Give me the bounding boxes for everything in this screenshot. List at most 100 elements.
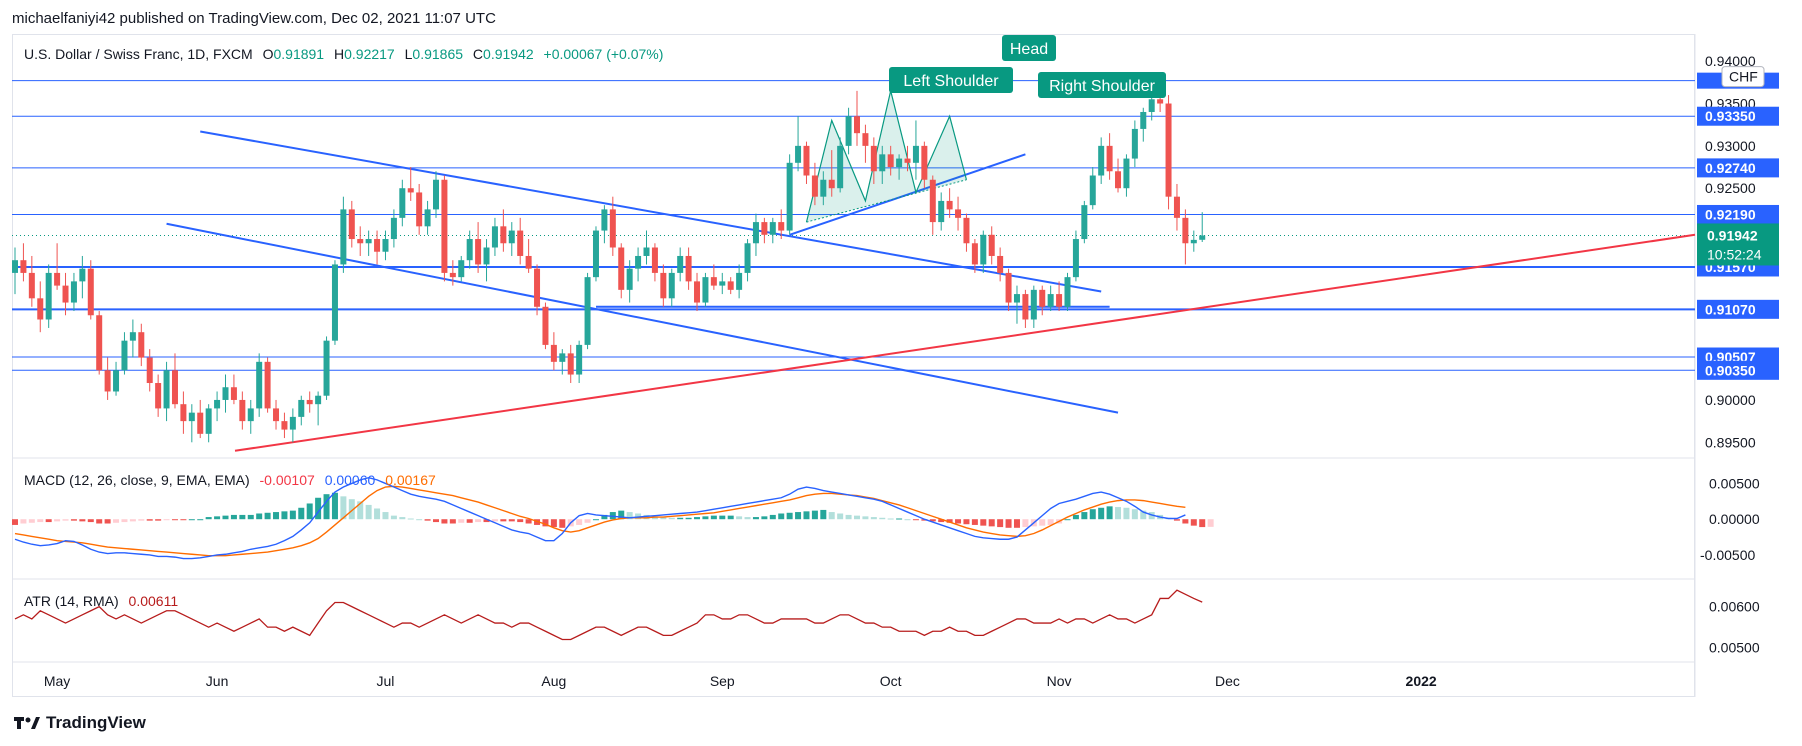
macd-line [14, 477, 1186, 560]
candle-body [1072, 239, 1079, 278]
candle [559, 349, 566, 375]
macd-histogram-bar [121, 519, 128, 523]
candle [761, 217, 768, 244]
candle-body [828, 179, 835, 189]
atr-legend: ATR (14, RMA) 0.00611 [24, 593, 178, 609]
candle [677, 247, 684, 282]
candle [230, 374, 237, 405]
macd-histogram-bar [635, 513, 642, 520]
macd-histogram-bar [837, 513, 844, 520]
candle [778, 209, 785, 240]
macd-histogram-bar [525, 519, 532, 524]
macd-histogram-bar [323, 494, 330, 520]
macd-histogram-bar [340, 496, 347, 520]
pattern-label-text: Left Shoulder [903, 73, 999, 90]
candle-body [576, 344, 583, 375]
candle-body [820, 179, 827, 197]
pattern-label-text: Head [1010, 41, 1048, 58]
macd-histogram-bar [214, 516, 221, 520]
macd-histogram-bar [264, 512, 271, 520]
candle [795, 116, 802, 172]
candle [146, 349, 153, 392]
candle [1140, 107, 1147, 142]
macd-histogram-bar [1064, 519, 1071, 521]
candle-body [626, 268, 633, 290]
candle-body [433, 179, 439, 210]
candle-body [803, 145, 810, 176]
candle-body [500, 226, 507, 244]
candle-body [1005, 272, 1012, 303]
macd-histogram-bar [483, 519, 490, 523]
candle-body [20, 260, 27, 273]
macd-histogram-bar [946, 519, 953, 523]
low-label: L [404, 46, 413, 62]
level-price-tag: 0.90350 [1697, 360, 1779, 380]
time-axis: May Jun Jul Aug Sep Oct Nov Dec 2022 [44, 673, 1437, 689]
candle [694, 272, 701, 312]
macd-histogram-bar [239, 514, 246, 520]
candle [508, 222, 515, 256]
candle [769, 217, 776, 244]
time-tick-label: Jul [377, 673, 395, 689]
candle [651, 243, 658, 282]
macd-histogram-bar [20, 519, 27, 524]
candle [517, 217, 524, 265]
candle [971, 239, 978, 273]
macd-signal-value: 0.00167 [385, 472, 436, 488]
main-legend: U.S. Dollar / Swiss Franc, 1D, FXCM O0.9… [24, 46, 663, 62]
macd-histogram-bar [870, 517, 877, 520]
candle [1081, 200, 1088, 244]
candle-body [668, 272, 675, 299]
candle [222, 374, 229, 413]
macd-histogram-bar [62, 519, 69, 521]
atr-pane [14, 589, 1203, 641]
published-line: michaelfaniyi42 published on TradingView… [12, 10, 496, 27]
macd-histogram-bar [1072, 514, 1079, 520]
candle [786, 154, 793, 235]
candle-body [1165, 103, 1172, 197]
candle [500, 209, 507, 252]
candle [609, 196, 616, 256]
candle [433, 171, 439, 218]
macd-histogram-bar [390, 515, 397, 520]
candle [576, 340, 583, 384]
candle-body [289, 416, 296, 430]
macd-histogram-bar [811, 510, 818, 520]
macd-histogram-bar [1047, 519, 1054, 525]
macd-histogram-bar [795, 512, 802, 520]
macd-histogram-bar [331, 492, 338, 520]
candle [348, 200, 355, 248]
macd-histogram-bar [912, 519, 919, 521]
currency-badge [1721, 66, 1765, 88]
candle-body [584, 277, 591, 345]
candle [542, 302, 549, 350]
macd-histogram-bar [1182, 519, 1189, 524]
candle [1013, 285, 1020, 324]
macd-histogram-bar [1106, 506, 1113, 520]
candle [567, 344, 574, 384]
candle [828, 150, 835, 197]
candle-body [1199, 235, 1206, 240]
candle-body [769, 222, 776, 235]
candle [601, 205, 608, 244]
candle-body [155, 383, 162, 409]
time-tick-label: Jun [206, 673, 229, 689]
currency-tag: CHF [1697, 66, 1779, 89]
candle-body [54, 272, 61, 286]
candle [1165, 95, 1172, 210]
pattern-fill [806, 90, 967, 223]
tradingview-brand[interactable]: TradingView [14, 713, 146, 733]
candle [298, 395, 305, 426]
candle-body [222, 387, 229, 400]
candle [626, 260, 633, 303]
candle [214, 391, 221, 422]
candle-body [997, 255, 1004, 273]
macd-histogram-bar [769, 514, 776, 520]
macd-histogram-bar [980, 519, 987, 526]
macd-histogram-bar [550, 519, 557, 528]
candle [197, 399, 204, 439]
macd-histogram-bar [146, 519, 153, 521]
candle [534, 264, 541, 316]
atr-tick-label: 0.00600 [1709, 599, 1760, 615]
